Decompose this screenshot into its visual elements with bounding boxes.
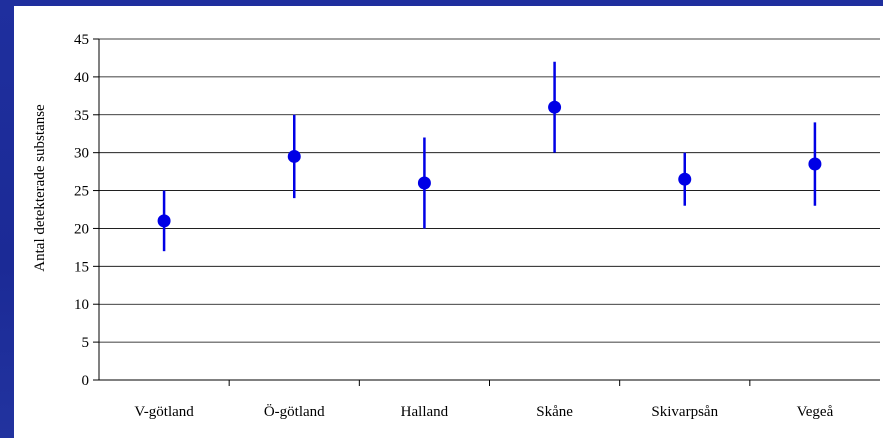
y-tick-label: 10: [74, 297, 89, 313]
y-tick-label: 35: [74, 108, 89, 124]
x-tick-label: Skåne: [536, 404, 573, 420]
x-tick-labels: V-götland Ö-götland Halland Skåne Skivarpsån…: [134, 403, 833, 420]
y-tick-label: 45: [74, 32, 89, 48]
x-tick-label: Skivarpsån: [651, 404, 718, 420]
y-tick-label: 5: [82, 335, 90, 351]
x-tick-label: Vegeå: [797, 404, 834, 420]
y-tick-label: 30: [74, 146, 89, 162]
data-point: [287, 149, 301, 163]
data-points: [157, 100, 822, 228]
y-tick-label: 20: [74, 221, 89, 237]
y-tick-label: 40: [74, 70, 89, 86]
x-tick-label: V-götland: [134, 404, 194, 420]
y-tick-labels: 0 5 10 15 20 25 30 35 40 45: [74, 32, 89, 389]
data-point: [157, 214, 171, 228]
data-point: [417, 176, 431, 190]
error-bar-chart: 0 5 10 15 20 25 30 35 40 45 V-götland Ö-götland Hal…: [32, 32, 880, 420]
x-tick-label: Halland: [401, 404, 449, 420]
data-point: [678, 172, 692, 186]
y-tick-label: 25: [74, 184, 89, 200]
gridlines: [99, 38, 880, 343]
data-point: [808, 157, 822, 171]
y-axis-title: Antal detekterade substanse: [32, 104, 48, 272]
data-point: [548, 100, 562, 114]
y-tick-label: 15: [74, 259, 89, 275]
chart-panel: 0 5 10 15 20 25 30 35 40 45 V-götland Ö-götland Hal…: [14, 6, 883, 438]
x-tick-label: Ö-götland: [264, 403, 325, 420]
axes: [93, 38, 880, 386]
y-tick-label: 0: [82, 373, 90, 389]
error-bars: [162, 61, 817, 252]
